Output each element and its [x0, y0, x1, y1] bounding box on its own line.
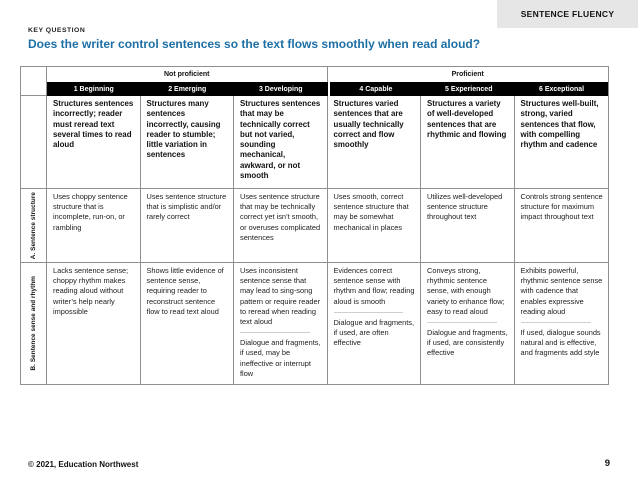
cell-text: Dialogue and fragments, if used, may be …	[240, 338, 321, 378]
cell-text: Dialogue and fragments, if used, are oft…	[333, 317, 415, 348]
row-label-sentence-sense-rhythm: B. Sentence sense and rhythm	[21, 263, 47, 384]
key-question-label: KEY QUESTION	[28, 27, 86, 34]
level-header-1-beginning: 1 Beginning	[73, 85, 114, 93]
row-label-sentence-structure-text: A. Sentence structure	[30, 191, 37, 260]
page-number: 9	[604, 458, 610, 469]
cell-text: Uses inconsistent sentence sense that ma…	[240, 266, 321, 327]
cell-text: Utilizes well-developed sentence structu…	[427, 192, 503, 222]
row-label-sentence-structure: A. Sentence structure	[21, 189, 47, 263]
table-corner-cell	[21, 67, 47, 96]
cell-text: Controls strong sentence structure for m…	[520, 192, 603, 222]
level-descriptor-6: Structures well-built, strong, varied se…	[514, 96, 608, 189]
cell-b6: Exhibits powerful, rhythmic sentence sen…	[515, 263, 609, 384]
cell-text: Shows little evidence of sentence sense,…	[146, 266, 224, 316]
level-descriptor-1: Structures sentences incorrectly; reader…	[47, 96, 141, 189]
level-descriptor-5: Structures a variety of well-developed s…	[421, 96, 515, 189]
paragraph-divider	[333, 311, 403, 313]
cell-text: If used, dialogue sounds natural and is …	[520, 328, 601, 358]
paragraph-divider	[520, 322, 591, 324]
cell-text: Dialogue and fragments, if used, are con…	[427, 328, 508, 358]
cell-a3: Uses sentence structure that may be tech…	[234, 189, 328, 263]
cell-b3: Uses inconsistent sentence sense that ma…	[234, 263, 328, 384]
group-header-proficient: Proficient	[451, 71, 484, 78]
rubric-table: Not proficient Proficient 1 Beginning 2 …	[20, 66, 609, 385]
cell-b5: Conveys strong, rhythmic sentence sense,…	[421, 263, 515, 384]
cell-a6: Controls strong sentence structure for m…	[514, 189, 608, 263]
level-header-4-capable: 4 Capable	[359, 85, 393, 93]
level-band-proficient: 4 Capable 5 Experienced 6 Exceptional	[327, 82, 608, 96]
cell-text: Evidences correct sentence sense with rh…	[333, 266, 415, 306]
level-header-5-experienced: 5 Experienced	[445, 85, 493, 93]
cell-text: Uses sentence structure that is simplist…	[146, 192, 227, 222]
cell-a2: Uses sentence structure that is simplist…	[140, 189, 234, 263]
level-descriptor-2: Structures many sentences incorrectly, c…	[140, 96, 234, 189]
level-header-2-emerging: 2 Emerging	[168, 85, 207, 93]
cell-text: Conveys strong, rhythmic sentence sense,…	[427, 266, 505, 316]
cell-a5: Utilizes well-developed sentence structu…	[421, 189, 515, 263]
trait-tag: SENTENCE FLUENCY	[497, 0, 638, 28]
cell-text: Uses sentence structure that may be tech…	[240, 192, 321, 242]
level-descriptor-4: Structures varied sentences that are usu…	[327, 96, 421, 189]
descriptor-row-spacer	[21, 96, 47, 189]
cell-text: Lacks sentence sense; choppy rhythm make…	[53, 266, 129, 316]
cell-a1: Uses choppy sentence structure that is i…	[47, 189, 141, 263]
key-question: Does the writer control sentences so the…	[28, 37, 481, 51]
cell-text: Uses smooth, correct sentence structure …	[333, 192, 409, 232]
copyright: © 2021, Education Northwest	[28, 460, 139, 469]
cell-b2: Shows little evidence of sentence sense,…	[141, 263, 234, 384]
cell-b1: Lacks sentence sense; choppy rhythm make…	[47, 263, 141, 384]
cell-text: Uses choppy sentence structure that is i…	[53, 192, 128, 232]
cell-b4: Evidences correct sentence sense with rh…	[328, 263, 421, 384]
level-header-3-developing: 3 Developing	[258, 85, 303, 93]
level-band-not-proficient: 1 Beginning 2 Emerging 3 Developing	[47, 82, 328, 96]
row-label-sentence-sense-rhythm-text: B. Sentence sense and rhythm	[30, 276, 37, 371]
paragraph-divider	[427, 322, 497, 324]
level-descriptor-3: Structures sentences that may be technic…	[234, 96, 328, 189]
level-header-6-exceptional: 6 Exceptional	[539, 85, 585, 93]
group-header-not-proficient: Not proficient	[47, 67, 328, 82]
cell-a4: Uses smooth, correct sentence structure …	[327, 189, 421, 263]
cell-text: Exhibits powerful, rhythmic sentence sen…	[520, 266, 603, 316]
paragraph-divider	[240, 332, 310, 334]
